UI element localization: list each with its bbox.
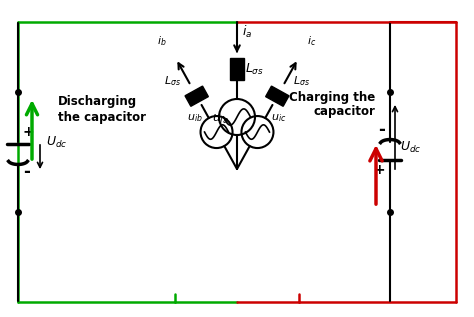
Text: -: - [23,163,30,181]
Text: Charging the: Charging the [289,90,375,103]
Text: the capacitor: the capacitor [58,111,146,124]
Text: +: + [23,125,35,139]
Text: $L_{\sigma s}$: $L_{\sigma s}$ [245,61,264,76]
Text: Discharging: Discharging [58,95,137,108]
Bar [230,58,244,80]
Text: +: + [374,163,385,177]
Text: -: - [378,121,385,139]
Text: $i_b$: $i_b$ [157,34,167,48]
Text: capacitor: capacitor [313,106,375,119]
Bar [185,86,209,106]
Text: $u_{ib}$: $u_{ib}$ [187,112,202,124]
Text: $U_{dc}$: $U_{dc}$ [46,134,67,150]
Text: $L_{\sigma s}$: $L_{\sigma s}$ [164,74,181,88]
Text: $i_a$: $i_a$ [242,24,252,40]
Bar [265,86,289,106]
Text: $U_{dc}$: $U_{dc}$ [400,139,421,155]
Text: $u_{ia}$: $u_{ia}$ [212,113,229,126]
Text: $L_{\sigma s}$: $L_{\sigma s}$ [293,74,310,88]
Text: $u_{ic}$: $u_{ic}$ [272,112,287,124]
Text: $i_c$: $i_c$ [307,34,316,48]
